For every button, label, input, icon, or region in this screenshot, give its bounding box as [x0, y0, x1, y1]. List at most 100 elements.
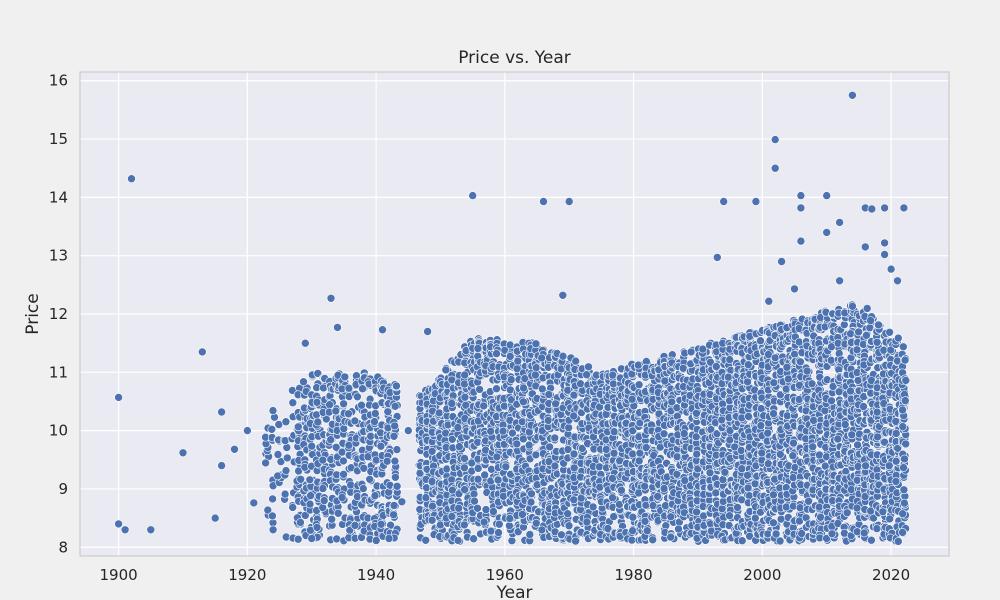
data-point [737, 536, 747, 546]
data-point [717, 504, 727, 514]
data-point [807, 379, 817, 389]
data-point [288, 398, 298, 408]
data-point [609, 512, 618, 521]
data-point [666, 512, 676, 522]
data-point [263, 505, 273, 515]
data-point [608, 493, 617, 503]
data-point [319, 496, 329, 505]
data-point [460, 392, 470, 402]
data-point [550, 433, 560, 443]
data-point [775, 536, 785, 546]
data-point [489, 507, 498, 516]
data-point [479, 517, 489, 527]
data-point [795, 503, 805, 513]
data-point [789, 438, 798, 448]
data-point [296, 518, 305, 527]
data-point [816, 512, 825, 522]
data-point [460, 463, 469, 473]
data-point [563, 509, 573, 519]
data-point [518, 510, 527, 519]
data-point [371, 536, 381, 545]
data-point [370, 409, 380, 418]
data-point [337, 493, 347, 502]
data-point [814, 502, 824, 512]
data-point [390, 456, 400, 466]
data-point [584, 362, 593, 372]
data-point [588, 502, 598, 512]
data-point [771, 529, 781, 539]
data-point [273, 450, 283, 459]
data-point [305, 499, 315, 509]
data-point [576, 379, 585, 389]
data-point [325, 400, 334, 410]
data-point [679, 429, 689, 438]
data-point [306, 491, 315, 500]
data-point [737, 464, 747, 474]
data-point [268, 511, 277, 521]
data-point [642, 526, 652, 536]
data-point [634, 380, 644, 390]
data-point [339, 469, 348, 479]
data-point [384, 487, 394, 497]
data-point [827, 396, 836, 406]
data-point [288, 503, 298, 512]
data-point [815, 450, 824, 460]
data-point [459, 520, 469, 530]
data-point [782, 362, 792, 372]
data-point [486, 426, 496, 436]
data-point [350, 416, 360, 426]
data-point [518, 434, 528, 444]
data-point [531, 363, 541, 373]
data-point [666, 532, 676, 542]
data-point [382, 456, 392, 466]
data-point [427, 477, 437, 486]
data-point [796, 357, 805, 367]
data-point [609, 427, 619, 437]
data-point [794, 337, 804, 347]
data-point [293, 422, 303, 432]
data-point [331, 406, 341, 416]
data-point [770, 353, 780, 363]
data-point [392, 445, 402, 454]
data-point [660, 376, 670, 386]
data-point [434, 408, 444, 418]
data-point [648, 535, 658, 545]
data-point [628, 512, 638, 522]
data-point [608, 474, 617, 483]
data-point [531, 450, 541, 460]
data-point [427, 515, 437, 525]
data-point [519, 383, 528, 393]
data-point [692, 507, 701, 517]
data-point [550, 461, 560, 471]
data-point [506, 375, 516, 384]
data-point [788, 451, 798, 461]
data-point [370, 417, 379, 426]
data-point [640, 481, 650, 491]
data-point [376, 441, 386, 451]
data-point [558, 351, 568, 361]
data-point [569, 390, 579, 400]
data-point [447, 399, 457, 408]
data-point [486, 526, 496, 536]
data-point [344, 409, 353, 419]
data-point [268, 494, 277, 504]
data-point [313, 417, 323, 427]
data-point [582, 370, 591, 380]
data-point [769, 518, 778, 528]
data-point [299, 377, 308, 387]
data-point [564, 521, 574, 531]
data-point [775, 450, 785, 459]
data-point [634, 456, 644, 466]
data-point [280, 489, 290, 499]
data-point [525, 530, 535, 539]
data-point [282, 453, 292, 463]
data-point [808, 442, 818, 452]
data-point [674, 524, 683, 534]
data-point [473, 344, 483, 353]
data-point [781, 502, 791, 512]
data-point [782, 411, 792, 421]
data-point [267, 424, 277, 434]
data-point [366, 431, 376, 441]
data-point [537, 525, 547, 535]
data-point [743, 360, 753, 370]
